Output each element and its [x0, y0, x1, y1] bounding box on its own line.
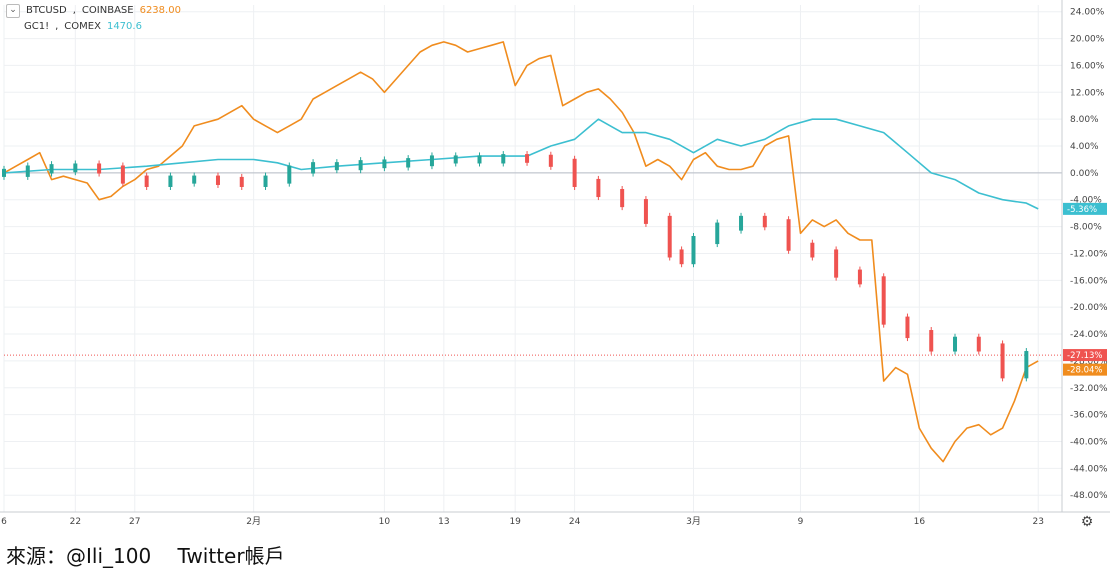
y-tick-label: 0.00%: [1070, 169, 1099, 179]
badge-gold: -5.36%: [1067, 205, 1097, 215]
x-tick-label: 2月: [246, 516, 261, 527]
candle-body: [857, 269, 862, 285]
candle-body: [453, 155, 458, 164]
candle-body: [192, 175, 197, 184]
y-tick-label: 4.00%: [1070, 142, 1099, 152]
legend-gold-symbol: GC1!: [24, 21, 50, 32]
y-tick-label: -8.00%: [1070, 223, 1102, 233]
candle-body: [334, 162, 339, 171]
candle-body: [929, 330, 934, 352]
chart-legend: ⌄ BTCUSD, COINBASE 6238.00 GC1!, COMEX 1…: [6, 3, 181, 35]
candle-body: [168, 175, 173, 187]
x-tick-label: 24: [569, 517, 581, 527]
candle-body: [73, 163, 78, 173]
y-tick-label: -24.00%: [1070, 330, 1108, 340]
y-tick-label: -48.00%: [1070, 491, 1108, 501]
badge-btc-bg: [1063, 363, 1107, 376]
x-tick-label: 10: [379, 517, 391, 527]
candle-body: [643, 199, 648, 224]
candle-body: [572, 158, 577, 187]
y-tick-label: -12.00%: [1070, 249, 1108, 259]
candle-body: [667, 215, 672, 258]
candle-body: [406, 158, 411, 168]
x-tick-label: 16: [914, 517, 926, 527]
y-tick-label: 20.00%: [1070, 35, 1105, 45]
candle-body: [548, 154, 553, 167]
y-tick-label: -32.00%: [1070, 384, 1108, 394]
x-tick-label: 23: [1032, 517, 1043, 527]
candle-body: [679, 249, 684, 265]
series-line-btcusd: [3, 41, 1039, 463]
candle-body: [120, 165, 125, 184]
candle-body: [834, 249, 839, 278]
candle-body: [739, 215, 744, 231]
candle-body: [501, 154, 506, 164]
y-tick-label: 16.00%: [1070, 61, 1105, 71]
y-tick-label: 12.00%: [1070, 88, 1105, 98]
y-tick-label: -16.00%: [1070, 276, 1108, 286]
source-caption: 來源：@Ili_100 Twitter帳戶: [6, 544, 285, 568]
chevron-down-icon[interactable]: ⌄: [6, 4, 20, 18]
x-tick-label: 27: [129, 517, 140, 527]
legend-row-btc[interactable]: ⌄ BTCUSD, COINBASE 6238.00: [6, 3, 181, 19]
badge-btc: -28.04%: [1067, 366, 1102, 376]
candle-body: [144, 175, 149, 187]
candle-body: [97, 163, 102, 174]
y-tick-label: -40.00%: [1070, 437, 1108, 447]
candle-body: [525, 154, 530, 163]
y-tick-label: -20.00%: [1070, 303, 1108, 313]
candle-body: [905, 316, 910, 339]
legend-row-gold[interactable]: GC1!, COMEX 1470.6: [6, 19, 181, 35]
candle-body: [215, 175, 220, 185]
candle-body: [810, 242, 815, 258]
y-tick-label: 24.00%: [1070, 8, 1105, 18]
candle-body: [620, 188, 625, 208]
candle-body: [1024, 351, 1029, 379]
legend-btc-exchange: COINBASE: [81, 5, 134, 16]
candle-body: [382, 159, 387, 169]
legend-btc-symbol: BTCUSD: [26, 5, 67, 16]
candle-body: [25, 165, 30, 177]
legend-gold-value: 1470.6: [106, 21, 142, 32]
x-tick-label: 6: [1, 517, 7, 527]
badge-candle-bg: [1063, 349, 1107, 362]
x-tick-label: 22: [70, 517, 81, 527]
y-tick-label: -4.00%: [1070, 196, 1102, 206]
candle-body: [953, 336, 958, 352]
candle-body: [881, 276, 886, 325]
candle-body: [596, 178, 601, 198]
y-tick-label: -36.00%: [1070, 411, 1108, 421]
candle-body: [287, 165, 292, 184]
badge-gold-bg: [1063, 202, 1107, 215]
candle-body: [429, 155, 434, 167]
candle-body: [786, 219, 791, 251]
series-line-gc1: [3, 118, 1039, 210]
candle-body: [239, 176, 244, 187]
legend-gold-exchange: COMEX: [64, 21, 101, 32]
x-tick-label: 13: [438, 517, 449, 527]
candle-body: [762, 215, 767, 228]
candle-body: [1000, 343, 1005, 379]
candle-body: [715, 222, 720, 245]
candle-body: [358, 160, 363, 171]
x-tick-label: 19: [509, 517, 521, 527]
candle-body: [49, 164, 54, 174]
y-tick-label: -44.00%: [1070, 464, 1108, 474]
y-tick-label: 8.00%: [1070, 115, 1099, 125]
candle-body: [691, 236, 696, 265]
candle-body: [2, 168, 6, 177]
y-tick-label: -28.00%: [1070, 357, 1108, 367]
legend-btc-value: 6238.00: [139, 5, 181, 16]
candle-body: [263, 175, 268, 187]
x-tick-label: 3月: [686, 516, 701, 527]
badge-candle: -27.13%: [1067, 351, 1102, 361]
candle-body: [477, 155, 482, 164]
x-tick-label: 9: [798, 517, 804, 527]
candle-body: [976, 336, 981, 352]
candle-body: [311, 162, 316, 174]
gear-icon[interactable]: ⚙: [1080, 514, 1094, 530]
